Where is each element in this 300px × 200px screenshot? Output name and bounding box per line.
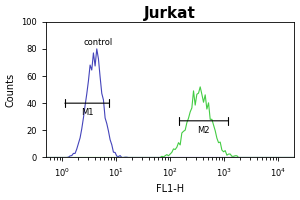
Y-axis label: Counts: Counts bbox=[6, 73, 16, 107]
Text: control: control bbox=[84, 38, 113, 47]
Title: Jurkat: Jurkat bbox=[144, 6, 196, 21]
Text: M1: M1 bbox=[81, 108, 93, 117]
X-axis label: FL1-H: FL1-H bbox=[156, 184, 184, 194]
Text: M2: M2 bbox=[197, 126, 210, 135]
